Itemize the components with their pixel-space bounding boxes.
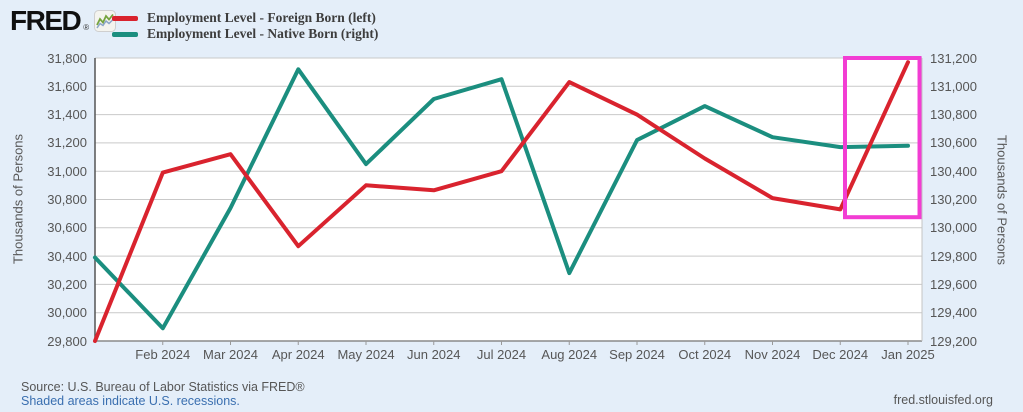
right-axis-tick-label: 130,600 xyxy=(930,135,977,151)
foreign-born-line xyxy=(93,60,910,343)
x-axis-tick-label: Mar 2024 xyxy=(203,347,258,362)
x-axis-tick-label: Aug 2024 xyxy=(541,347,598,362)
highlight-box xyxy=(842,56,922,220)
native-born-line xyxy=(93,67,910,331)
right-axis-tick-label: 130,800 xyxy=(930,107,977,123)
fred-logo-text: FRED xyxy=(10,5,82,36)
right-axis-tick-label: 130,000 xyxy=(930,220,977,236)
right-axis-title: Thousands of Persons xyxy=(994,134,1010,266)
right-axis-tick-label: 131,000 xyxy=(930,78,977,94)
legend-item-native-born: Employment Level - Native Born (right) xyxy=(112,26,378,42)
x-axis-tick-label: Sep 2024 xyxy=(609,347,665,362)
left-axis-tick-label: 30,000 xyxy=(47,305,87,321)
right-axis-tick-label: 129,400 xyxy=(930,305,977,321)
right-axis-tick-label: 130,200 xyxy=(930,192,977,207)
x-axis-tick-label: Feb 2024 xyxy=(135,347,191,362)
right-axis-tick-label: 131,200 xyxy=(930,50,977,66)
left-axis-tick-label: 30,800 xyxy=(47,192,87,207)
x-axis-tick-label: Nov 2024 xyxy=(744,347,801,362)
legend-swatch-foreign-born xyxy=(112,15,138,21)
left-axis-tick-label: 31,800 xyxy=(47,50,87,66)
fred-logo[interactable]: FRED ® xyxy=(10,5,117,36)
x-axis-tick-label: Dec 2024 xyxy=(812,347,869,362)
right-axis-tick-label: 129,600 xyxy=(930,276,977,292)
left-axis-tick-label: 31,600 xyxy=(47,78,87,94)
x-axis-tick-label: Oct 2024 xyxy=(678,347,732,362)
legend: Employment Level - Foreign Born (left) E… xyxy=(112,10,378,42)
legend-label-foreign-born: Employment Level - Foreign Born (left) xyxy=(147,10,376,25)
left-axis-tick-label: 31,400 xyxy=(47,107,87,123)
fred-site-link[interactable]: fred.stlouisfed.org xyxy=(893,393,993,407)
left-axis-tick-label: 31,000 xyxy=(47,163,87,179)
legend-item-foreign-born: Employment Level - Foreign Born (left) xyxy=(112,10,378,26)
right-axis-tick-label: 129,200 xyxy=(930,333,977,349)
left-axis-tick-label: 30,400 xyxy=(47,248,87,264)
left-axis-tick-label: 30,600 xyxy=(47,220,87,236)
right-axis-tick-label: 129,800 xyxy=(930,248,977,264)
left-axis-tick-label: 30,200 xyxy=(47,276,87,292)
fred-logo-chart-icon xyxy=(94,10,117,32)
left-axis-tick-label: 29,800 xyxy=(47,333,87,349)
recessions-note-link[interactable]: Shaded areas indicate U.S. recessions. xyxy=(21,394,240,408)
x-axis-tick-label: Apr 2024 xyxy=(271,347,325,362)
legend-label-native-born: Employment Level - Native Born (right) xyxy=(147,26,379,41)
x-axis-tick-label: Jul 2024 xyxy=(476,347,527,362)
x-axis-tick-label: May 2024 xyxy=(337,347,395,362)
source-text: Source: U.S. Bureau of Labor Statistics … xyxy=(21,380,305,394)
legend-swatch-native-born xyxy=(112,31,138,37)
left-axis-tick-label: 31,200 xyxy=(47,135,87,151)
right-axis-tick-label: 130,400 xyxy=(930,163,977,179)
x-axis-tick-label: Jun 2024 xyxy=(407,347,461,362)
registered-mark: ® xyxy=(83,23,90,32)
x-axis-tick-label: Jan 2025 xyxy=(881,347,935,362)
